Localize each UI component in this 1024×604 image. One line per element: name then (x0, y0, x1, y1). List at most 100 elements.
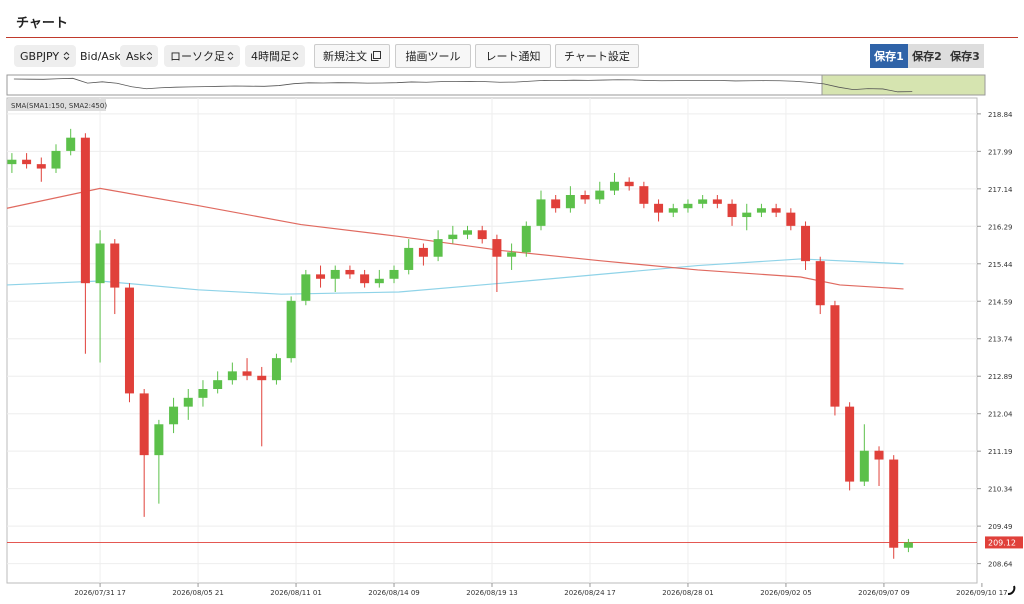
save-tab[interactable]: 保存2 (908, 44, 946, 68)
x-tick-label: 2026/09/02 05 (760, 589, 811, 597)
sma-line (6, 258, 904, 295)
price-type: Ask (126, 49, 146, 63)
candle-body (771, 208, 781, 213)
y-tick-label: 208.64 (988, 561, 1013, 569)
candle-body (227, 371, 237, 381)
symbol-select[interactable]: GBPJPY (14, 45, 76, 67)
save-tab[interactable]: 保存3 (946, 44, 984, 68)
candle-body (830, 305, 840, 407)
chevron (227, 51, 234, 61)
chevron (63, 51, 70, 61)
candle-body (51, 150, 61, 169)
price-type-label: Bid/Ask (80, 49, 121, 63)
timeframe-select[interactable]: 4時間足 (245, 45, 305, 67)
candle-body (492, 239, 502, 257)
x-tick-label: 2026/08/14 09 (368, 589, 419, 597)
candle-body (330, 269, 340, 279)
y-tick-label: 212.89 (988, 373, 1013, 381)
candle-body (668, 208, 678, 213)
candle-body (374, 278, 384, 284)
candle-body (580, 195, 590, 200)
candle-body (110, 243, 120, 288)
candle-body (271, 358, 281, 381)
candle-body (639, 186, 649, 204)
marks (6, 128, 977, 559)
candle-body (742, 212, 752, 218)
chart-style-select[interactable]: ローソク足 (164, 45, 240, 67)
candle-body (22, 159, 32, 165)
new-order-button[interactable]: 新規注文 (314, 44, 390, 68)
candle-body (845, 406, 855, 482)
x-tick-label: 2026/07/31 17 (74, 589, 125, 597)
candle-body (551, 199, 561, 209)
candle-body (242, 371, 252, 376)
candle-body (903, 542, 913, 548)
x-tick-label: 2026/08/19 13 (466, 589, 517, 597)
candle-body (654, 203, 664, 213)
button-label: 新規注文 (323, 50, 367, 63)
x-tick-label: 2026/08/05 21 (172, 589, 223, 597)
candle-body (183, 397, 193, 407)
header-title: チャート (16, 16, 68, 31)
candle-body (66, 137, 76, 151)
y-tick-label: 218.84 (988, 111, 1013, 119)
chevron (292, 51, 299, 61)
candle-body (683, 203, 693, 209)
plot-area (6, 97, 978, 584)
spinner (1007, 585, 1016, 595)
indicator-label: SMA(SMA1:150, SMA2:450) (11, 102, 107, 110)
navigator (6, 74, 986, 96)
price-tag-label: 209.12 (988, 538, 1016, 547)
save-tab[interactable]: 保存1 (870, 44, 908, 68)
candle-body (624, 181, 634, 187)
header-rule (6, 37, 1018, 38)
candle-body (389, 269, 399, 279)
candle-body (786, 212, 796, 226)
candle-body (448, 234, 458, 240)
symbol: GBPJPY (20, 49, 60, 63)
y-tick-label: 216.29 (988, 223, 1013, 231)
candle-body (463, 230, 473, 235)
candle-body (859, 450, 869, 482)
candle-body (889, 459, 899, 548)
candle-body (698, 199, 708, 204)
candle-body (727, 203, 737, 218)
chart-style: ローソク足 (170, 50, 225, 63)
price-type-select[interactable]: Ask (120, 45, 158, 67)
candle-body (169, 406, 179, 425)
candle-body (80, 137, 90, 284)
chart-settings-button[interactable]: チャート設定 (555, 44, 639, 68)
drawing-tool-button[interactable]: 描画ツール (395, 44, 471, 68)
candle-body (360, 274, 370, 284)
candle-body (286, 300, 296, 359)
y-tick-label: 215.44 (988, 261, 1013, 269)
candle-body (801, 225, 811, 262)
candle-body (7, 159, 17, 165)
candle-body (874, 450, 884, 460)
candle-body (213, 380, 223, 389)
x-tick-label: 2026/08/11 01 (270, 589, 321, 597)
candle-body (756, 208, 766, 213)
navigator-window (821, 74, 986, 96)
candle-body (609, 181, 619, 191)
rate-alert-button[interactable]: レート通知 (475, 44, 551, 68)
x-tick-label: 2026/09/07 09 (858, 589, 909, 597)
y-tick-label: 211.19 (988, 448, 1013, 456)
candle-body (507, 252, 517, 257)
candle-body (36, 164, 46, 169)
sma-line (6, 187, 904, 290)
timeframe: 4時間足 (251, 50, 291, 63)
y-tick-label: 214.59 (988, 298, 1013, 306)
window-icon (371, 51, 381, 61)
y-tick-label: 213.74 (988, 336, 1013, 344)
button-label: 描画ツール (405, 50, 461, 63)
candle-body (301, 274, 311, 301)
navigator-line-group (13, 77, 913, 93)
candle-body (154, 424, 164, 456)
candle-body (418, 247, 428, 257)
candle-body (316, 274, 326, 279)
y-tick-label: 217.14 (988, 186, 1013, 194)
chevron (146, 51, 152, 61)
